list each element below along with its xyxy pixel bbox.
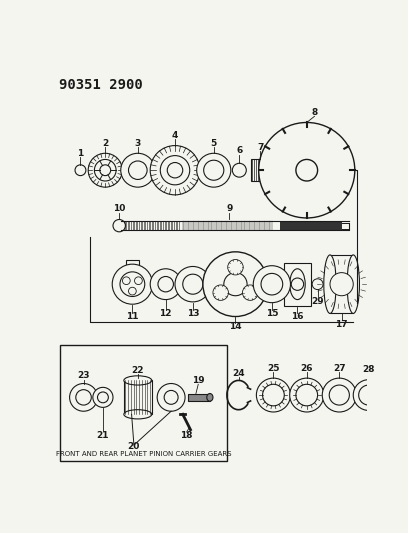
Circle shape xyxy=(100,165,111,175)
Circle shape xyxy=(122,277,130,285)
Circle shape xyxy=(203,252,268,317)
Text: 90351 2900: 90351 2900 xyxy=(59,78,142,92)
Bar xyxy=(284,263,311,306)
Text: 21: 21 xyxy=(97,431,109,440)
Text: 26: 26 xyxy=(301,364,313,373)
Text: 10: 10 xyxy=(113,204,125,213)
Circle shape xyxy=(353,379,384,410)
Text: 1: 1 xyxy=(78,149,84,158)
Circle shape xyxy=(112,264,153,304)
Ellipse shape xyxy=(324,255,336,313)
Text: 28: 28 xyxy=(362,365,375,374)
Circle shape xyxy=(359,385,379,405)
Bar xyxy=(251,159,270,181)
Circle shape xyxy=(157,384,185,411)
Text: 18: 18 xyxy=(180,431,193,440)
Bar xyxy=(124,381,152,414)
Text: 5: 5 xyxy=(211,139,217,148)
Circle shape xyxy=(290,378,324,412)
Circle shape xyxy=(296,384,317,406)
Circle shape xyxy=(259,123,355,218)
Text: 12: 12 xyxy=(160,309,172,318)
Ellipse shape xyxy=(347,255,359,313)
Bar xyxy=(126,260,139,265)
Text: 20: 20 xyxy=(128,442,140,451)
Circle shape xyxy=(213,285,228,301)
Text: FRONT AND REAR PLANET PINION CARRIER GEARS: FRONT AND REAR PLANET PINION CARRIER GEA… xyxy=(56,451,231,457)
Text: 19: 19 xyxy=(192,376,204,385)
Circle shape xyxy=(263,384,284,406)
Circle shape xyxy=(253,265,290,303)
Circle shape xyxy=(232,163,246,177)
Circle shape xyxy=(150,146,200,195)
Circle shape xyxy=(164,391,178,405)
Circle shape xyxy=(329,385,349,405)
Text: 2: 2 xyxy=(102,139,109,148)
Circle shape xyxy=(291,278,304,290)
Bar xyxy=(188,393,210,401)
Ellipse shape xyxy=(124,410,152,419)
Circle shape xyxy=(183,274,203,294)
Text: 29: 29 xyxy=(311,297,324,305)
Circle shape xyxy=(120,272,145,296)
Text: 15: 15 xyxy=(266,309,278,318)
Text: 14: 14 xyxy=(229,322,242,331)
Circle shape xyxy=(70,384,98,411)
Text: 22: 22 xyxy=(131,366,144,375)
Circle shape xyxy=(129,161,147,180)
Circle shape xyxy=(158,277,173,292)
Text: 24: 24 xyxy=(232,369,245,378)
Circle shape xyxy=(204,160,224,180)
Circle shape xyxy=(129,287,136,295)
Text: 16: 16 xyxy=(291,312,304,321)
Circle shape xyxy=(93,387,113,407)
Ellipse shape xyxy=(207,393,213,401)
Circle shape xyxy=(113,220,125,232)
Bar xyxy=(330,255,353,313)
Circle shape xyxy=(135,277,142,285)
Circle shape xyxy=(98,392,109,403)
Circle shape xyxy=(296,159,317,181)
Circle shape xyxy=(228,260,243,275)
Circle shape xyxy=(330,273,353,296)
Circle shape xyxy=(312,279,323,289)
Bar xyxy=(60,345,227,461)
Bar xyxy=(279,221,341,230)
Text: 25: 25 xyxy=(267,364,279,373)
Text: 9: 9 xyxy=(226,204,233,213)
Text: 27: 27 xyxy=(333,364,346,373)
Ellipse shape xyxy=(290,269,305,300)
Circle shape xyxy=(121,154,155,187)
Circle shape xyxy=(322,378,356,412)
Circle shape xyxy=(76,390,91,405)
Text: 8: 8 xyxy=(311,108,317,117)
Text: 7: 7 xyxy=(257,143,264,151)
Circle shape xyxy=(242,285,258,301)
Text: 13: 13 xyxy=(186,309,199,318)
Circle shape xyxy=(75,165,86,175)
Text: 3: 3 xyxy=(135,139,141,148)
Circle shape xyxy=(197,154,231,187)
Circle shape xyxy=(224,273,247,296)
Text: 4: 4 xyxy=(172,131,178,140)
Text: 17: 17 xyxy=(335,320,348,329)
Circle shape xyxy=(94,159,116,181)
Text: 23: 23 xyxy=(77,372,90,381)
Circle shape xyxy=(167,163,183,178)
Circle shape xyxy=(160,156,190,185)
Circle shape xyxy=(88,154,122,187)
Circle shape xyxy=(175,266,211,302)
Circle shape xyxy=(150,269,181,300)
Text: 11: 11 xyxy=(126,312,139,321)
Ellipse shape xyxy=(124,376,152,385)
Circle shape xyxy=(256,378,290,412)
Circle shape xyxy=(261,273,283,295)
Text: 6: 6 xyxy=(236,147,242,156)
